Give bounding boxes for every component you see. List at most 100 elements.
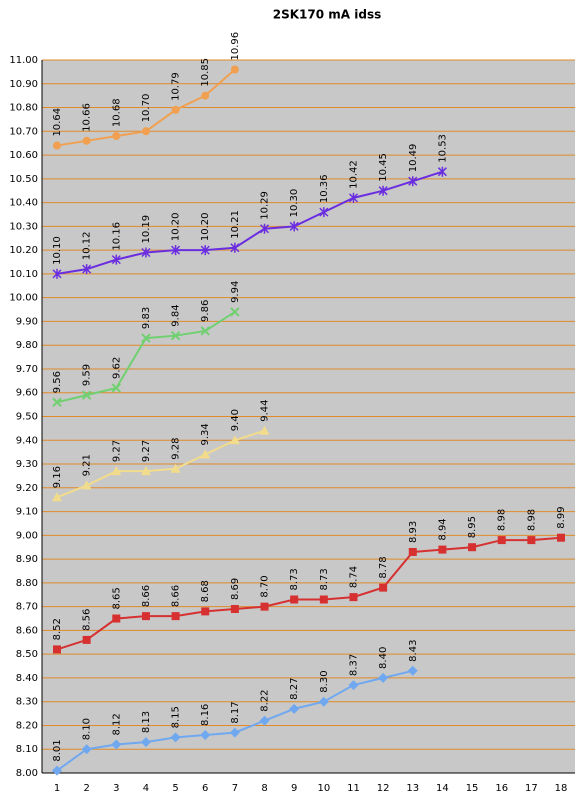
- series-line: [56, 536, 562, 651]
- series-line: [56, 170, 443, 275]
- x-tick-label: 4: [143, 783, 149, 794]
- data-label: 10.68: [111, 98, 122, 127]
- marker: [378, 672, 389, 683]
- data-label: 10.45: [378, 153, 389, 182]
- data-label: 8.74: [348, 566, 359, 588]
- series-line: [56, 429, 265, 499]
- marker: [52, 492, 62, 502]
- y-tick-label: 9.20: [16, 483, 38, 494]
- data-label: 9.40: [230, 409, 241, 431]
- data-label: 9.34: [200, 423, 211, 445]
- marker: [141, 247, 151, 258]
- data-label: 8.17: [230, 701, 241, 723]
- y-tick-label: 10.00: [9, 293, 38, 304]
- data-label: 9.94: [230, 281, 241, 303]
- marker: [81, 390, 92, 400]
- y-tick-label: 8.90: [16, 554, 38, 565]
- data-label: 10.70: [141, 94, 152, 123]
- y-tick-label: 9.80: [16, 340, 38, 351]
- marker: [52, 397, 62, 407]
- marker: [408, 176, 418, 187]
- data-label: 8.66: [141, 585, 152, 607]
- data-label: 8.98: [497, 509, 508, 531]
- data-label: 10.30: [289, 189, 300, 218]
- data-label: 9.62: [111, 357, 122, 379]
- data-label: 10.20: [171, 212, 182, 241]
- marker: [52, 268, 62, 279]
- data-label: 10.19: [141, 215, 152, 244]
- data-label: 8.70: [260, 575, 271, 597]
- y-tick-label: 9.90: [16, 316, 38, 327]
- data-label: 8.27: [289, 678, 300, 700]
- y-tick-label: 10.60: [9, 150, 38, 161]
- data-label: 10.79: [171, 72, 182, 101]
- data-label: 9.27: [111, 440, 122, 462]
- data-label: 9.44: [260, 399, 271, 421]
- data-label: 8.95: [467, 516, 478, 538]
- marker: [141, 612, 150, 621]
- y-tick-label: 10.70: [9, 126, 38, 137]
- data-label: 8.56: [82, 609, 93, 631]
- marker: [260, 602, 269, 611]
- data-label: 8.66: [171, 585, 182, 607]
- data-label: 9.21: [82, 454, 93, 476]
- y-tick-label: 9.00: [16, 530, 38, 541]
- marker: [111, 254, 121, 265]
- data-label: 10.96: [230, 32, 241, 61]
- marker: [259, 425, 270, 435]
- marker: [230, 65, 239, 74]
- data-label: 10.12: [82, 232, 93, 261]
- data-label: 10.53: [437, 134, 448, 163]
- marker: [171, 612, 180, 621]
- marker: [229, 435, 240, 445]
- marker: [378, 185, 388, 196]
- data-label: 9.86: [200, 300, 211, 322]
- data-label: 8.93: [408, 521, 419, 543]
- marker: [289, 703, 300, 714]
- data-label: 8.37: [348, 654, 359, 676]
- marker: [171, 245, 181, 256]
- x-tick-label: 16: [495, 783, 508, 794]
- marker: [82, 635, 91, 644]
- data-label: 9.83: [141, 307, 152, 329]
- data-label: 9.84: [171, 304, 182, 326]
- marker: [318, 696, 329, 707]
- marker: [348, 192, 359, 203]
- marker: [170, 330, 181, 341]
- x-tick-label: 12: [377, 783, 390, 794]
- marker: [437, 166, 447, 177]
- data-label: 10.21: [230, 210, 241, 239]
- marker: [201, 607, 210, 616]
- y-tick-label: 11.00: [9, 55, 38, 66]
- marker: [111, 383, 122, 393]
- data-label: 10.49: [408, 144, 419, 173]
- y-tick-label: 10.20: [9, 245, 38, 256]
- data-label: 8.40: [378, 647, 389, 669]
- data-label: 9.56: [52, 371, 63, 393]
- marker: [140, 737, 151, 748]
- y-tick-label: 10.30: [9, 221, 38, 232]
- x-tick-label: 14: [436, 783, 449, 794]
- marker: [349, 593, 358, 602]
- data-label: 8.73: [319, 568, 330, 590]
- marker: [141, 333, 151, 343]
- x-tick-label: 8: [261, 783, 267, 794]
- marker: [111, 739, 122, 750]
- data-label: 8.13: [141, 711, 152, 733]
- y-tick-label: 8.20: [16, 720, 38, 731]
- data-label: 10.10: [52, 236, 63, 265]
- x-tick-label: 10: [317, 783, 330, 794]
- y-tick-label: 9.30: [16, 459, 38, 470]
- marker: [319, 207, 329, 218]
- data-label: 8.94: [437, 518, 448, 540]
- data-label: 8.15: [171, 706, 182, 728]
- marker: [140, 466, 151, 476]
- data-label: 8.73: [289, 568, 300, 590]
- data-label: 10.66: [82, 103, 93, 132]
- marker: [557, 533, 565, 542]
- marker: [497, 536, 506, 545]
- y-tick-label: 9.50: [16, 412, 38, 423]
- y-tick-label: 8.80: [16, 578, 38, 589]
- data-label: 10.64: [52, 108, 63, 137]
